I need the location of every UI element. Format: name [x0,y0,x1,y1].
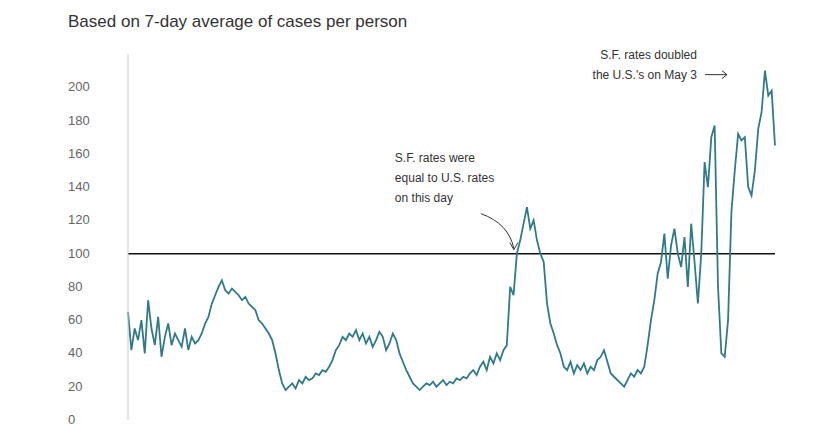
svg-text:200: 200 [68,79,90,94]
svg-text:140: 140 [68,179,90,194]
svg-text:the U.S.'s on May 3: the U.S.'s on May 3 [593,68,698,82]
svg-text:80: 80 [68,279,82,294]
svg-text:0: 0 [68,412,75,427]
svg-text:20: 20 [68,379,82,394]
html-text:Based on 7-day average of case: Based on 7-day average of cases per pers… [68,12,408,31]
svg-text:100: 100 [68,246,90,261]
svg-text:160: 160 [68,146,90,161]
svg-text:S.F. rates doubled: S.F. rates doubled [600,48,697,62]
svg-text:120: 120 [68,212,90,227]
svg-text:S.F. rates were: S.F. rates were [395,151,475,165]
svg-text:40: 40 [68,345,82,360]
svg-text:equal to U.S. rates: equal to U.S. rates [395,171,494,185]
svg-text:60: 60 [68,312,82,327]
svg-text:on this day: on this day [395,191,453,205]
svg-text:180: 180 [68,113,90,128]
